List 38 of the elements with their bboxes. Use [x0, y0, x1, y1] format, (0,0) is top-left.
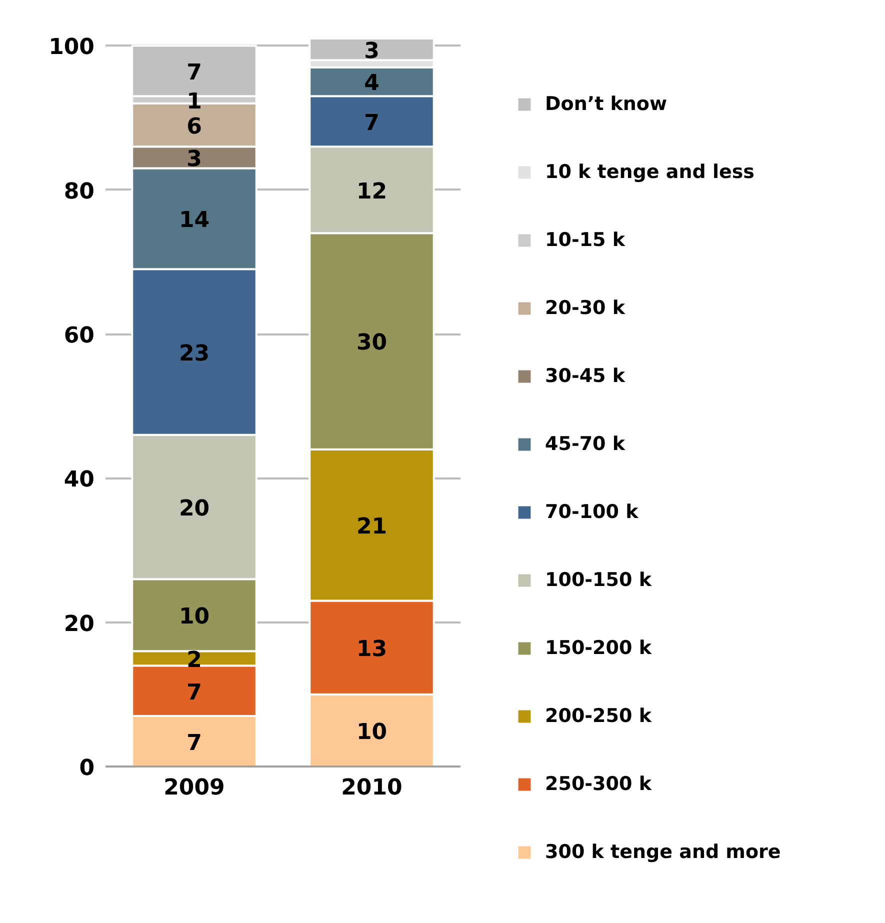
- data-label: 13: [356, 637, 388, 662]
- x-tick-label: 2009: [164, 776, 225, 800]
- legend-label: 150-200 k: [545, 637, 652, 659]
- y-tick-label: 0: [79, 756, 95, 781]
- data-label: 3: [364, 38, 380, 64]
- data-label: 20: [178, 496, 210, 522]
- data-label: 10: [356, 720, 388, 745]
- legend-label: 250-300 k: [545, 773, 652, 795]
- data-label: 1: [186, 89, 202, 114]
- data-label: 12: [356, 179, 388, 204]
- y-tick-label: 20: [64, 612, 95, 637]
- data-label: 7: [364, 110, 380, 136]
- legend-label: 10 k tenge and less: [545, 161, 754, 183]
- legend-label: 300 k tenge and more: [545, 841, 781, 863]
- legend-label: 70-100 k: [545, 501, 638, 523]
- y-tick-label: 80: [64, 179, 95, 204]
- data-label: 7: [186, 680, 202, 706]
- data-label: 4: [364, 71, 380, 96]
- data-label: 7: [186, 60, 202, 86]
- data-label: 3: [186, 146, 202, 172]
- data-label: 14: [178, 208, 210, 234]
- legend-label: 200-250 k: [545, 705, 652, 727]
- data-label: 23: [178, 342, 210, 367]
- legend-label: Don’t know: [545, 93, 668, 115]
- legend-label: 10-15 k: [545, 229, 626, 251]
- x-tick-label: 2010: [341, 776, 402, 800]
- y-tick-label: 40: [64, 468, 95, 493]
- data-label: 30: [356, 330, 388, 356]
- legend-label: 30-45 k: [545, 365, 626, 387]
- y-tick-label: 100: [48, 35, 95, 60]
- data-label: 6: [186, 114, 202, 140]
- data-label: 21: [356, 514, 388, 540]
- data-label: 10: [178, 604, 210, 630]
- legend-label: 20-30 k: [545, 297, 626, 319]
- legend-label: 100-150 k: [545, 569, 652, 591]
- data-label: 7: [186, 730, 202, 756]
- legend-label: 45-70 k: [545, 433, 626, 455]
- y-tick-label: 60: [64, 324, 95, 349]
